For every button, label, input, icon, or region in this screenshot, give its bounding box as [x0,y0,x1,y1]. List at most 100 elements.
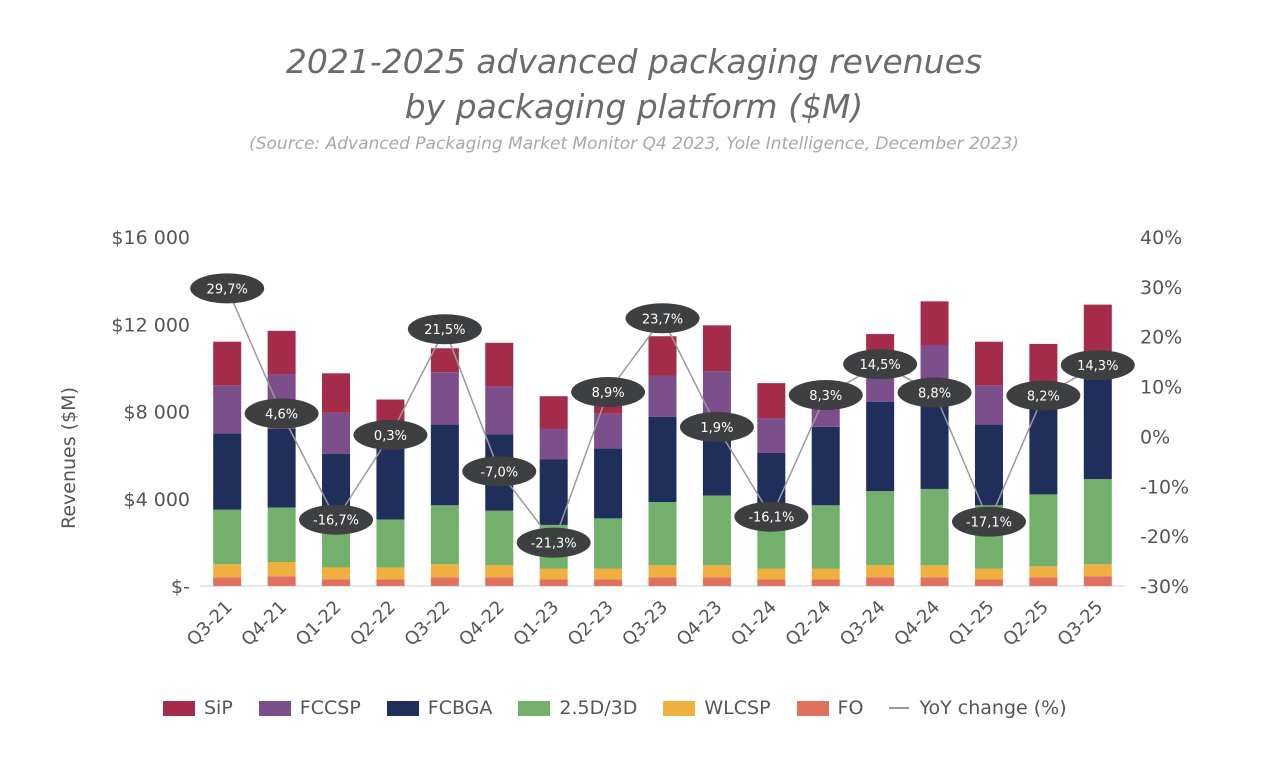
bar-segment-wlcsp [376,567,405,580]
bar-segment-wlcsp [648,565,677,578]
x-tick-label: Q4-22 [455,597,509,651]
yoy-data-label-bubble [516,527,591,558]
legend-item: WLCSP [663,697,771,719]
x-tick-label: Q1-22 [292,597,346,651]
bar-segment-2-5d-3d [430,505,459,565]
bar-segment-2-5d-3d [594,518,623,569]
x-tick-label: Q4-23 [673,597,727,651]
yoy-data-label-bubble [951,506,1026,537]
bar-segment-2-5d-3d [757,524,786,569]
legend-swatch [163,700,195,716]
yoy-data-label: -16,7% [313,514,359,529]
yoy-data-label-bubble [679,411,754,442]
bar-segment-wlcsp [1029,566,1058,578]
y-tick-label: $12 000 [111,314,190,336]
legend-item: 2.5D/3D [518,697,637,719]
bar-segment-wlcsp [702,565,731,578]
bar-segment-fo [974,579,1003,586]
bar-segment-fccsp [757,418,786,453]
bar-segment-fcbga [811,426,840,506]
bar-segment-sip [648,336,677,376]
bar-segment-2-5d-3d [1029,494,1058,567]
bar-segment-wlcsp [920,565,949,578]
yoy-data-label: 8,2% [1027,390,1060,405]
yoy-data-label-bubble [407,314,482,345]
bar-segment-2-5d-3d [485,510,514,566]
bar-segment-fccsp [974,385,1003,425]
bar-segment-2-5d-3d [376,519,405,568]
legend-label: FCCSP [299,697,361,719]
yoy-data-label-bubble [1060,350,1135,381]
legend-item: YoY change (%) [889,697,1067,719]
bar-segment-2-5d-3d [648,502,677,566]
x-tick-label: Q3-21 [183,597,237,651]
chart-title: 2021-2025 advanced packaging revenues [285,42,983,81]
yoy-data-label-bubble [734,501,809,532]
bar-segment-sip [702,325,731,372]
legend-label: 2.5D/3D [559,697,638,719]
y-tick-label: $4 000 [124,489,190,511]
yoy-data-label: -17,1% [966,516,1012,531]
x-tick-label: Q4-24 [890,597,944,651]
bar-segment-fo [485,577,514,586]
yoy-data-label-bubble [897,377,972,408]
bar-segment-sip [322,373,351,413]
yoy-data-label: 8,9% [592,386,625,401]
yoy-data-label-bubble [843,349,918,380]
bar-segment-fo [594,579,623,586]
yoy-data-label-bubble [353,419,428,450]
bar-segment-fccsp [213,385,242,434]
yoy-data-label-bubble [462,456,537,487]
y2-tick-label: 10% [1140,377,1182,399]
x-tick-label: Q2-22 [346,597,400,651]
yoy-data-label-bubble [244,398,319,429]
bar-segment-fcbga [539,459,568,525]
yoy-data-label: 8,8% [918,387,951,402]
x-tick-label: Q4-21 [237,597,291,651]
yoy-data-label: 29,7% [207,282,248,297]
bar-segment-fccsp [648,375,677,417]
legend-label: FCBGA [427,697,493,719]
bar-segment-wlcsp [757,568,786,580]
yoy-data-label: 14,3% [1077,359,1118,374]
yoy-data-label: 23,7% [642,312,683,327]
legend-label: FO [837,697,864,719]
yoy-data-label-bubble [190,273,265,304]
bar-segment-sip [485,342,514,387]
x-tick-label: Q3-25 [1054,597,1108,651]
yoy-data-label: -21,3% [531,537,577,552]
legend-item: SiP [163,697,233,719]
bar-segment-fo [811,579,840,586]
y-tick-label: $16 000 [111,227,190,249]
x-tick-label: Q1-24 [727,597,781,651]
y2-tick-label: -10% [1140,476,1189,498]
bar-segment-2-5d-3d [1083,479,1112,565]
yoy-data-label-bubble [571,377,646,408]
yoy-data-label-bubble [788,380,863,411]
yoy-data-label: 1,9% [700,421,733,436]
yoy-data-label: 14,5% [859,358,900,373]
bar-segment-sip [1029,343,1058,388]
bar-segment-sip [1083,304,1112,353]
bar-segment-fccsp [485,386,514,435]
bar-segment-fo [757,579,786,586]
yoy-data-label-bubble [625,303,700,334]
bar-segment-sip [430,348,459,373]
bar-segment-wlcsp [594,568,623,580]
bar-segment-sip [267,330,296,375]
yoy-data-label: 8,3% [809,389,842,404]
bar-segment-fcbga [430,424,459,506]
bar-segment-fcbga [267,428,296,508]
bar-segment-fo [648,577,677,586]
legend-item: FO [796,697,864,719]
bar-segment-sip [974,341,1003,386]
bar-segment-fo [539,579,568,586]
legend-swatch [663,700,696,716]
legend-swatch [386,700,419,716]
bar-segment-fo [322,579,351,586]
yoy-data-label-bubble [1006,380,1081,411]
legend-swatch [518,700,551,716]
x-tick-label: Q1-23 [509,597,563,651]
bar-segment-fccsp [322,412,351,455]
bar-segment-sip [594,404,623,414]
